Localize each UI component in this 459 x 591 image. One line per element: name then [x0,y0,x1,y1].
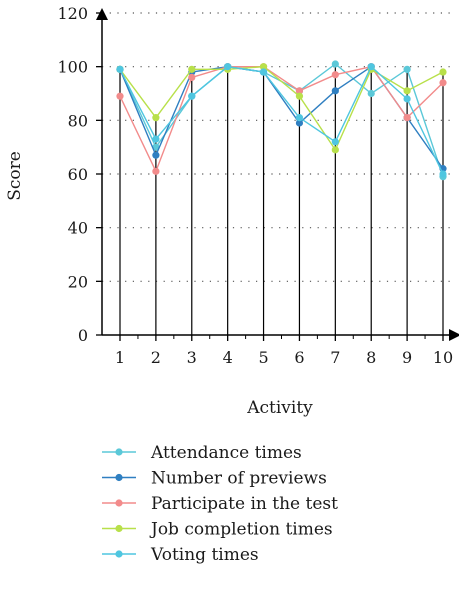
x-tick-label: 7 [330,348,340,367]
data-point [259,68,268,76]
x-tick-label: 9 [402,348,412,367]
series-4 [116,63,447,178]
legend-swatch-marker [115,448,123,456]
data-point [439,79,447,87]
data-point [295,114,304,122]
x-tick-label: 10 [433,348,453,367]
data-point [152,135,160,143]
legend-label: Attendance times [150,443,302,463]
data-point [331,138,339,146]
data-point [152,143,160,151]
y-tick-label: 20 [68,272,88,291]
legend-item: Attendance times [102,443,302,463]
axes [96,8,459,341]
x-tick-label: 3 [187,348,197,367]
data-point [439,170,447,178]
data-point [152,151,160,159]
data-point [331,71,339,79]
data-point [295,87,304,95]
data-point [331,87,339,95]
data-point [116,92,124,100]
x-axis-title: Activity [246,398,313,418]
y-tick-label: 100 [57,58,88,77]
y-tick-label: 120 [57,4,88,23]
data-point [224,63,232,71]
data-point [331,146,339,154]
legend-item: Participate in the test [102,494,338,514]
x-tick-label: 8 [366,348,376,367]
legend-item: Job completion times [102,520,333,540]
y-tick-label: 60 [68,165,88,184]
data-point [403,114,411,122]
x-axis-arrow [449,329,459,341]
legend-item: Number of previews [102,469,327,489]
data-point [259,63,268,71]
legend-label: Participate in the test [151,494,338,514]
data-point [295,119,304,127]
series-line [119,65,444,152]
x-tick-label: 4 [223,348,233,367]
legend-swatch-marker [115,524,123,533]
legend-label: Voting times [150,545,259,565]
data-point [439,68,447,76]
data-point [188,73,196,81]
y-axis-arrow [96,8,108,20]
data-point [188,92,196,100]
data-point [152,114,160,122]
series-lines [116,60,447,181]
data-point [188,65,196,73]
legend-swatch-marker [115,473,123,482]
legend-item: Voting times [102,545,259,565]
y-ticks: 0 20 40 60 80 100 120 [57,4,102,345]
data-point [367,63,375,71]
x-tick-label: 2 [151,348,161,367]
x-tick-label: 5 [258,348,268,367]
vertical-drop-lines [119,63,444,335]
data-point [403,87,411,95]
data-point [152,167,160,175]
y-tick-label: 0 [78,326,88,345]
y-axis-title: Score [5,151,25,201]
data-point [367,89,375,98]
legend: Attendance times Number of previews Partic… [102,443,338,565]
legend-label: Job completion times [149,520,333,540]
legend-label: Number of previews [151,469,327,489]
x-ticks: 1 2 3 4 5 6 7 8 9 10 [115,335,453,367]
series-2 [116,63,447,175]
legend-swatch-marker [115,499,123,507]
data-point [116,65,124,73]
series-line [119,65,444,175]
data-point [403,65,411,73]
series-line [119,65,444,174]
data-point [331,60,339,68]
x-tick-label: 6 [294,348,304,367]
data-point [295,92,304,100]
y-tick-label: 40 [68,219,88,238]
legend-swatch-marker [115,550,123,558]
x-tick-label: 1 [115,348,125,367]
y-tick-label: 80 [68,111,88,130]
data-point [403,95,411,103]
